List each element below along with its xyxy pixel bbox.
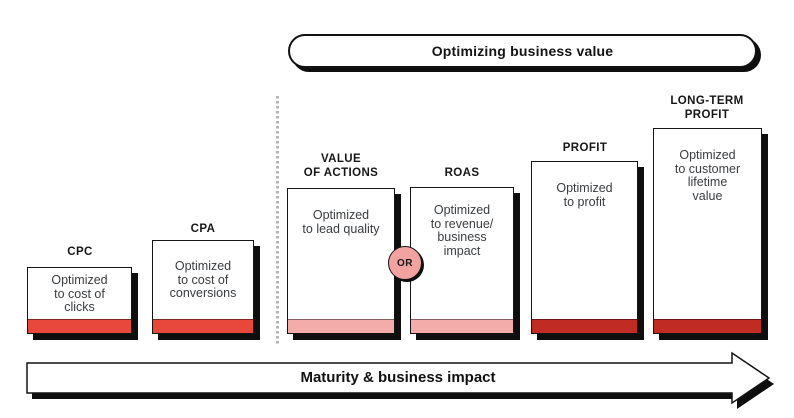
- stage-label-profit: PROFIT: [562, 142, 608, 154]
- optimizing-business-value-banner: Optimizing business value: [288, 34, 757, 68]
- stage-box-profit: Optimized to profit: [531, 161, 638, 334]
- stage-label-cpa: CPA: [190, 223, 216, 235]
- stage-box-value-of-actions: Optimized to lead quality: [287, 188, 395, 334]
- dotted-divider: [276, 96, 279, 345]
- stage-label-value-of-actions: VALUE OF ACTIONS: [303, 153, 379, 179]
- maturity-arrow-label: Maturity & business impact: [300, 369, 496, 386]
- maturity-arrow: [26, 351, 774, 409]
- stage-body-cpc: Optimized to cost of clicks: [51, 273, 108, 314]
- maturity-arrow-body: [26, 351, 771, 405]
- or-badge: OR: [388, 246, 422, 280]
- stage-bar-cpc: [28, 319, 131, 333]
- stage-body-cpa: Optimized to cost of conversions: [169, 259, 237, 300]
- stage-label-cpc: CPC: [67, 246, 93, 258]
- stage-body-value-of-actions: Optimized to lead quality: [302, 208, 380, 236]
- stage-body-long-term-profit: Optimized to customer lifetime value: [674, 148, 741, 203]
- stage-label-roas: ROAS: [444, 167, 480, 179]
- stage-body-roas: Optimized to revenue/ business impact: [430, 203, 494, 258]
- stage-box-long-term-profit: Optimized to customer lifetime value: [653, 128, 762, 334]
- stage-bar-cpa: [153, 319, 253, 333]
- stage-bar-roas: [411, 319, 513, 333]
- stage-box-cpc: Optimized to cost of clicks: [27, 267, 132, 334]
- stage-box-roas: Optimized to revenue/ business impact: [410, 187, 514, 334]
- stage-body-profit: Optimized to profit: [556, 181, 613, 209]
- stage-label-long-term-profit: LONG-TERM PROFIT: [670, 95, 744, 121]
- stage-box-cpa: Optimized to cost of conversions: [152, 240, 254, 334]
- or-badge-label: OR: [397, 257, 413, 269]
- stage-bar-long-term-profit: [654, 319, 761, 333]
- stage-bar-value-of-actions: [288, 319, 394, 333]
- stage-bar-profit: [532, 319, 637, 333]
- banner-label: Optimizing business value: [431, 43, 614, 59]
